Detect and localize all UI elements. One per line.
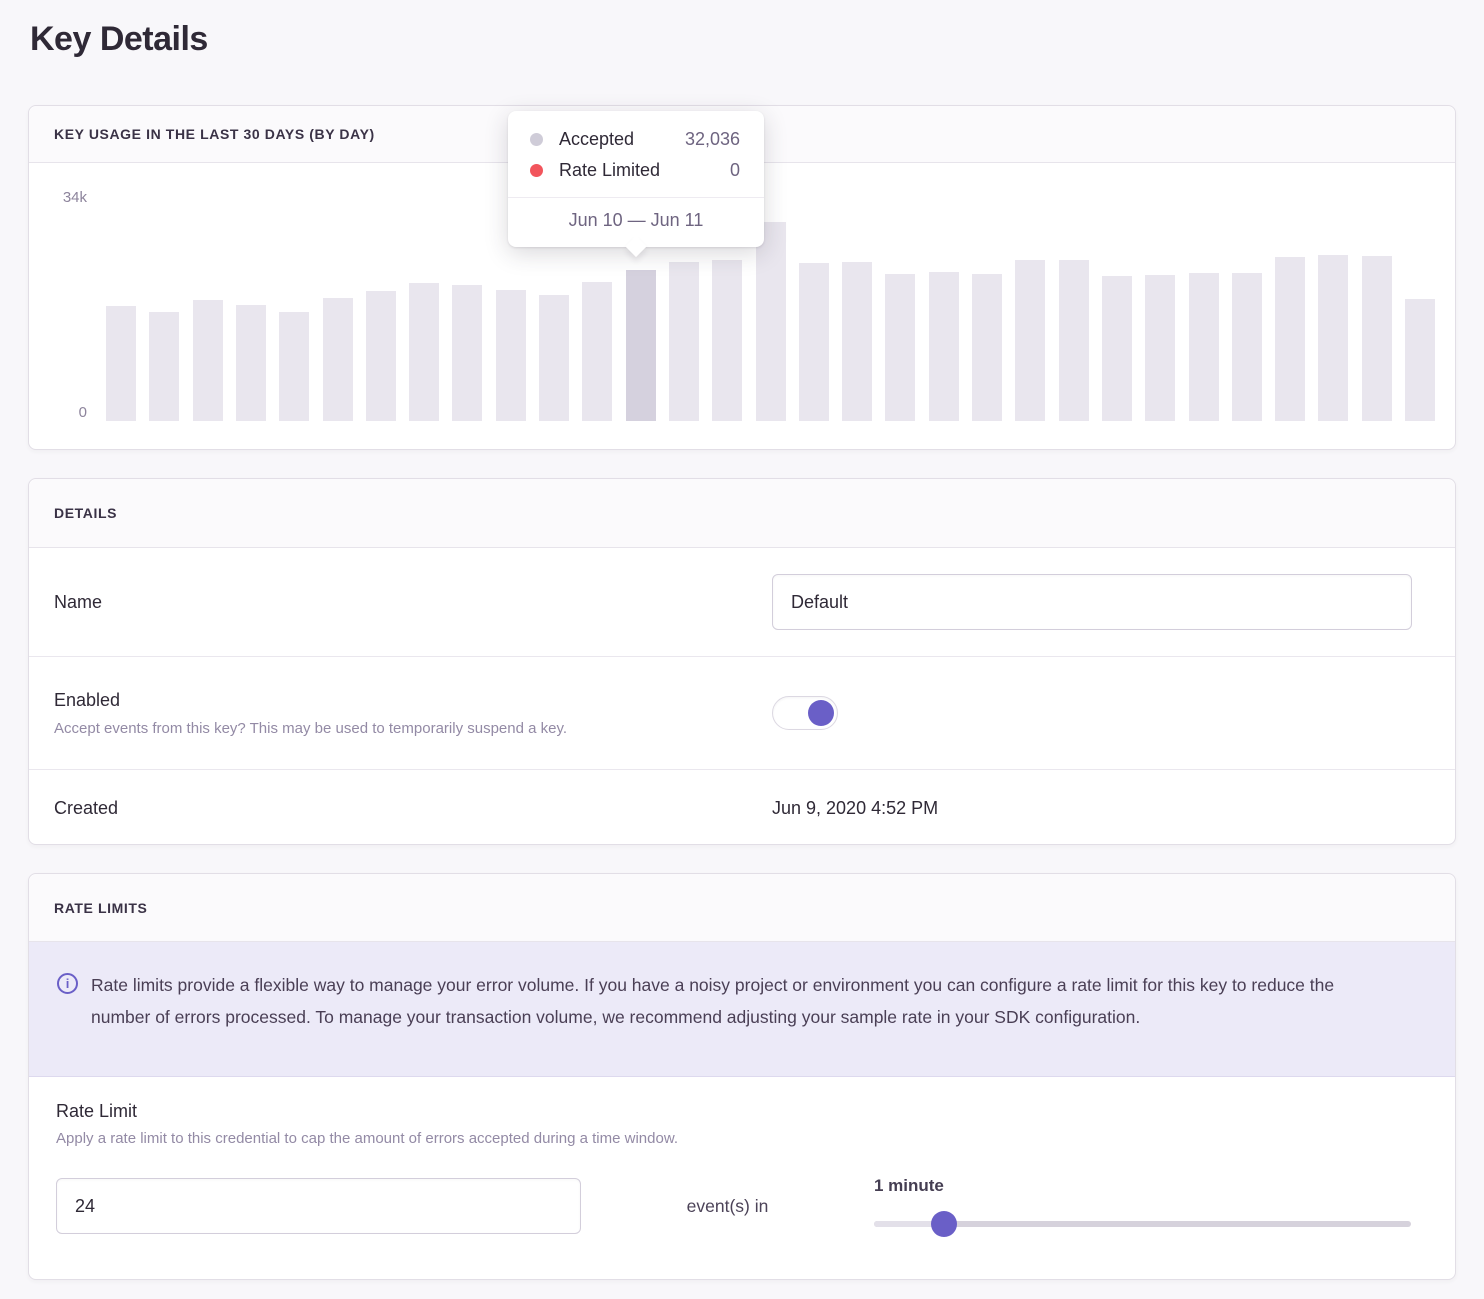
window-value-label: 1 minute (873, 1176, 944, 1195)
key-usage-panel: KEY USAGE IN THE LAST 30 DAYS (BY DAY) 3… (28, 105, 1456, 450)
chart-bar[interactable] (495, 290, 526, 421)
chart-bar[interactable] (1318, 255, 1349, 421)
chart-bar[interactable] (1231, 273, 1262, 421)
rate-limit-count-input[interactable] (56, 1178, 581, 1234)
chart-tooltip: Accepted 32,036 Rate Limited 0 Jun 10 — … (508, 111, 764, 258)
details-panel-title: DETAILS (54, 505, 118, 521)
chart-bar[interactable] (539, 295, 569, 421)
rate-limits-panel-header: RATE LIMITS (29, 874, 1455, 942)
enabled-label: Enabled (54, 689, 121, 710)
name-label: Name (54, 591, 103, 612)
chart-bar[interactable] (192, 300, 223, 421)
rate-limit-label: Rate Limit (56, 1101, 138, 1121)
tooltip-series-rows: Accepted 32,036 Rate Limited 0 (508, 111, 764, 198)
chart-bar[interactable] (1058, 260, 1089, 421)
rate-limit-help-text: Apply a rate limit to this credential to… (56, 1130, 678, 1147)
name-input[interactable] (772, 574, 1412, 630)
chart-bar-hovered[interactable] (625, 270, 656, 421)
chart-bar[interactable] (1275, 257, 1306, 421)
chart-bar[interactable] (149, 312, 180, 421)
chart-bar[interactable] (885, 274, 916, 421)
info-icon: i (57, 973, 78, 994)
enabled-toggle[interactable] (772, 696, 838, 730)
chart-bar[interactable] (1101, 276, 1132, 421)
chart-bar[interactable] (1361, 256, 1392, 421)
chart-bar[interactable] (1145, 275, 1176, 421)
slider-knob[interactable] (930, 1211, 957, 1237)
name-row: Name (29, 548, 1455, 657)
accepted-series-dot-icon (530, 133, 543, 146)
chart-bar[interactable] (235, 305, 266, 421)
details-panel: DETAILS Name Enabled Accept events from … (28, 478, 1456, 845)
page-title: Key Details (30, 20, 208, 58)
created-row: Created Jun 9, 2020 4:52 PM (29, 770, 1455, 846)
rate-limited-series-dot-icon (530, 164, 543, 177)
rate-limits-info-text: Rate limits provide a flexible way to ma… (91, 975, 1335, 1027)
usage-chart: 34k 0 (29, 163, 1455, 450)
slider-track[interactable] (873, 1221, 1411, 1227)
events-in-label: event(s) in (686, 1195, 769, 1216)
rate-limit-controls: event(s) in 1 minute (56, 1176, 1411, 1237)
chart-bar[interactable] (798, 263, 829, 421)
window-slider-group: 1 minute (873, 1176, 1411, 1237)
y-axis-max-label: 34k (62, 189, 87, 206)
chart-bar[interactable] (712, 260, 743, 421)
tooltip-accepted-label: Accepted (559, 129, 635, 149)
tooltip-rate-limited-value: 0 (729, 160, 740, 180)
chart-bar[interactable] (106, 306, 136, 421)
chart-bar[interactable] (1188, 273, 1219, 421)
tooltip-accepted-row: Accepted 32,036 (530, 129, 740, 150)
tooltip-rate-limited-label: Rate Limited (559, 160, 661, 180)
key-usage-panel-title: KEY USAGE IN THE LAST 30 DAYS (BY DAY) (54, 126, 375, 142)
y-axis-min-label: 0 (78, 404, 87, 421)
chart-bar[interactable] (928, 272, 959, 421)
chart-bar[interactable] (668, 262, 699, 421)
rate-limits-info-box: i Rate limits provide a flexible way to … (29, 942, 1455, 1077)
rate-limits-panel-title: RATE LIMITS (54, 899, 148, 916)
chart-bar[interactable] (582, 282, 613, 421)
slider-fill (873, 1221, 944, 1227)
rate-limit-window-slider[interactable] (873, 1211, 1411, 1237)
key-details-page: Key Details KEY USAGE IN THE LAST 30 DAY… (0, 16, 1484, 1280)
created-label: Created (54, 797, 119, 818)
chart-bar[interactable] (1405, 299, 1435, 421)
tooltip-rate-limited-row: Rate Limited 0 (530, 160, 740, 181)
chart-bar[interactable] (279, 312, 310, 421)
chart-bar[interactable] (365, 291, 396, 421)
tooltip-accepted-value: 32,036 (684, 129, 740, 149)
chart-bar[interactable] (452, 285, 483, 421)
rate-limits-panel: RATE LIMITS i Rate limits provide a flex… (28, 873, 1456, 1280)
chart-bar[interactable] (972, 274, 1002, 421)
enabled-help-text: Accept events from this key? This may be… (54, 719, 568, 737)
chart-bar[interactable] (1015, 260, 1046, 421)
created-value: Jun 9, 2020 4:52 PM (772, 797, 939, 818)
details-panel-header: DETAILS (29, 479, 1455, 548)
chart-bar[interactable] (842, 262, 873, 421)
rate-limit-section: Rate Limit Apply a rate limit to this cr… (29, 1077, 1455, 1237)
chart-bar[interactable] (409, 283, 440, 421)
chart-bar[interactable] (322, 298, 353, 421)
enabled-row: Enabled Accept events from this key? Thi… (29, 657, 1455, 770)
enabled-toggle-knob[interactable] (808, 700, 834, 726)
chart-bar[interactable] (755, 222, 786, 421)
tooltip-date-range: Jun 10 — Jun 11 (568, 210, 704, 230)
